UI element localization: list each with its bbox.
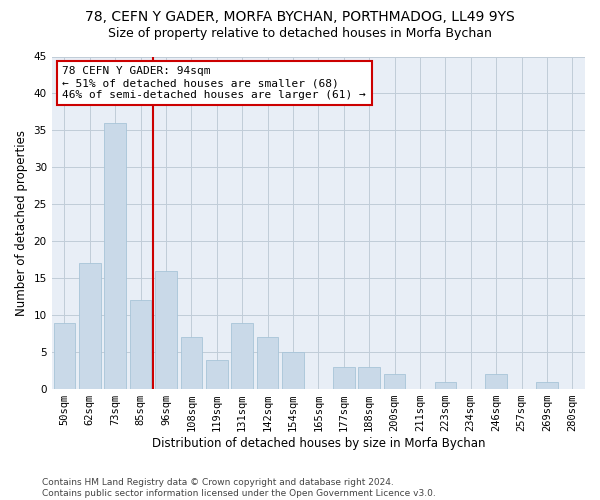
Bar <box>181 338 202 389</box>
Bar <box>333 367 355 389</box>
Bar <box>130 300 151 389</box>
Text: Contains HM Land Registry data © Crown copyright and database right 2024.
Contai: Contains HM Land Registry data © Crown c… <box>42 478 436 498</box>
Bar <box>155 271 177 389</box>
Bar <box>358 367 380 389</box>
Bar <box>384 374 406 389</box>
Bar <box>485 374 507 389</box>
Y-axis label: Number of detached properties: Number of detached properties <box>15 130 28 316</box>
Bar <box>53 322 75 389</box>
Text: 78, CEFN Y GADER, MORFA BYCHAN, PORTHMADOG, LL49 9YS: 78, CEFN Y GADER, MORFA BYCHAN, PORTHMAD… <box>85 10 515 24</box>
Bar <box>79 264 101 389</box>
Bar <box>257 338 278 389</box>
Bar <box>536 382 557 389</box>
X-axis label: Distribution of detached houses by size in Morfa Bychan: Distribution of detached houses by size … <box>152 437 485 450</box>
Text: 78 CEFN Y GADER: 94sqm
← 51% of detached houses are smaller (68)
46% of semi-det: 78 CEFN Y GADER: 94sqm ← 51% of detached… <box>62 66 366 100</box>
Bar <box>104 123 126 389</box>
Bar <box>282 352 304 389</box>
Text: Size of property relative to detached houses in Morfa Bychan: Size of property relative to detached ho… <box>108 28 492 40</box>
Bar <box>206 360 227 389</box>
Bar <box>434 382 456 389</box>
Bar <box>232 322 253 389</box>
